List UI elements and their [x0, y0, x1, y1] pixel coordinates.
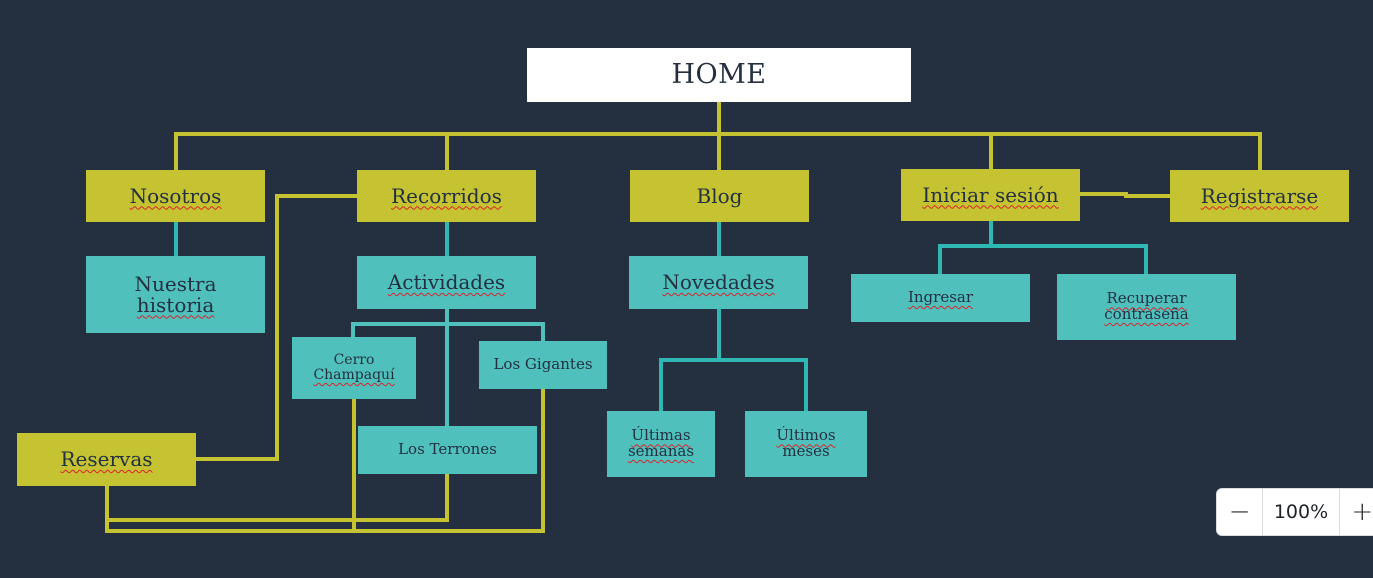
- zoom-level[interactable]: 100%: [1262, 489, 1340, 535]
- node-actividades-label: Actividades: [387, 270, 506, 294]
- zoom-control: − 100% +: [1216, 488, 1373, 536]
- node-los-gigantes-label: Los Gigantes: [493, 355, 593, 374]
- node-nosotros-label: Nosotros: [129, 183, 222, 208]
- node-recorridos[interactable]: Recorridos: [357, 170, 536, 222]
- zoom-out-button[interactable]: −: [1217, 489, 1262, 535]
- node-cerro-line2: Champaquí: [313, 367, 395, 383]
- connector-actividades-children: [351, 307, 545, 428]
- node-iniciar-sesion[interactable]: Iniciar sesión: [901, 169, 1080, 221]
- node-cerro-line1: Cerro: [333, 352, 375, 369]
- node-reservas-label: Reservas: [60, 447, 153, 471]
- node-cerro-champaqui[interactable]: Cerro Champaquí: [292, 337, 416, 399]
- connector-reservas-bottom: [105, 384, 545, 533]
- node-nuestra-historia[interactable]: Nuestra historia: [86, 256, 265, 333]
- node-ultimos-meses[interactable]: Últimos meses: [745, 411, 867, 477]
- node-ultimos-line1: Últimos: [776, 426, 836, 445]
- node-recuperar-line1: Recuperar: [1106, 289, 1187, 308]
- node-home-label: HOME: [671, 58, 767, 90]
- node-ingresar-label: Ingresar: [907, 288, 974, 307]
- node-nuestra-historia-line2: historia: [136, 292, 215, 317]
- node-nosotros[interactable]: Nosotros: [86, 170, 265, 222]
- node-actividades[interactable]: Actividades: [357, 256, 536, 309]
- node-recorridos-label: Recorridos: [391, 183, 502, 208]
- node-los-terrones[interactable]: Los Terrones: [358, 426, 537, 474]
- node-registrarse-label: Registrarse: [1200, 183, 1319, 208]
- connector-recorridos-reservas: [194, 194, 359, 461]
- connector-home-bus: [174, 100, 1262, 172]
- plus-icon: +: [1351, 497, 1373, 527]
- node-blog-label: Blog: [696, 183, 743, 208]
- node-ultimas-line2: semanas: [627, 442, 695, 460]
- node-novedades[interactable]: Novedades: [629, 256, 808, 309]
- node-ultimos-line2: meses: [782, 442, 830, 460]
- connector-reservas-terrones: [105, 472, 449, 522]
- node-blog[interactable]: Blog: [630, 170, 809, 222]
- node-reservas[interactable]: Reservas: [17, 433, 196, 486]
- node-ultimas-line1: Últimas: [631, 426, 691, 445]
- zoom-in-button[interactable]: +: [1340, 489, 1373, 535]
- node-nuestra-historia-line1: Nuestra: [134, 271, 217, 296]
- node-recuperar-contrasena[interactable]: Recuperar contraseña: [1057, 274, 1236, 340]
- node-iniciar-sesion-label: Iniciar sesión: [922, 182, 1059, 207]
- connector-iniciar-registrarse: [1078, 192, 1172, 198]
- node-los-terrones-label: Los Terrones: [398, 440, 497, 459]
- node-novedades-label: Novedades: [662, 270, 775, 294]
- node-ingresar[interactable]: Ingresar: [851, 274, 1030, 322]
- node-recuperar-line2: contraseña: [1104, 305, 1189, 323]
- minus-icon: −: [1228, 497, 1251, 527]
- node-registrarse[interactable]: Registrarse: [1170, 170, 1349, 222]
- node-los-gigantes[interactable]: Los Gigantes: [479, 341, 607, 389]
- connector-novedades-children: [659, 307, 808, 413]
- node-ultimas-semanas[interactable]: Últimas semanas: [607, 411, 715, 477]
- connector-iniciar-children: [938, 219, 1148, 276]
- node-home[interactable]: HOME: [527, 48, 911, 102]
